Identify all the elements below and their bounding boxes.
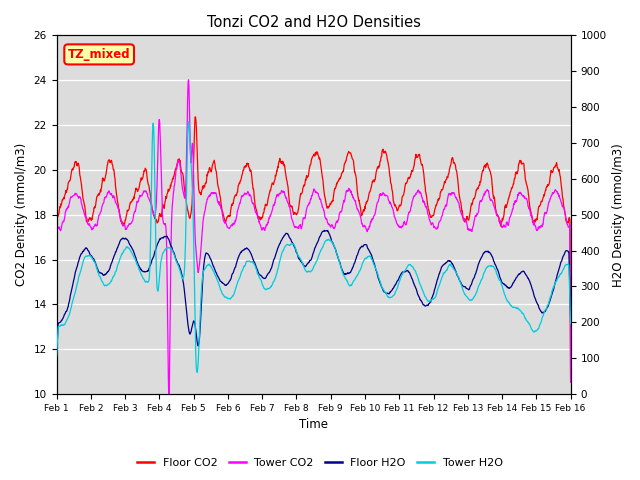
X-axis label: Time: Time xyxy=(299,419,328,432)
Text: TZ_mixed: TZ_mixed xyxy=(68,48,131,61)
Y-axis label: H2O Density (mmol/m3): H2O Density (mmol/m3) xyxy=(612,143,625,287)
Legend: Floor CO2, Tower CO2, Floor H2O, Tower H2O: Floor CO2, Tower CO2, Floor H2O, Tower H… xyxy=(133,453,507,472)
Title: Tonzi CO2 and H2O Densities: Tonzi CO2 and H2O Densities xyxy=(207,15,420,30)
Y-axis label: CO2 Density (mmol/m3): CO2 Density (mmol/m3) xyxy=(15,143,28,287)
